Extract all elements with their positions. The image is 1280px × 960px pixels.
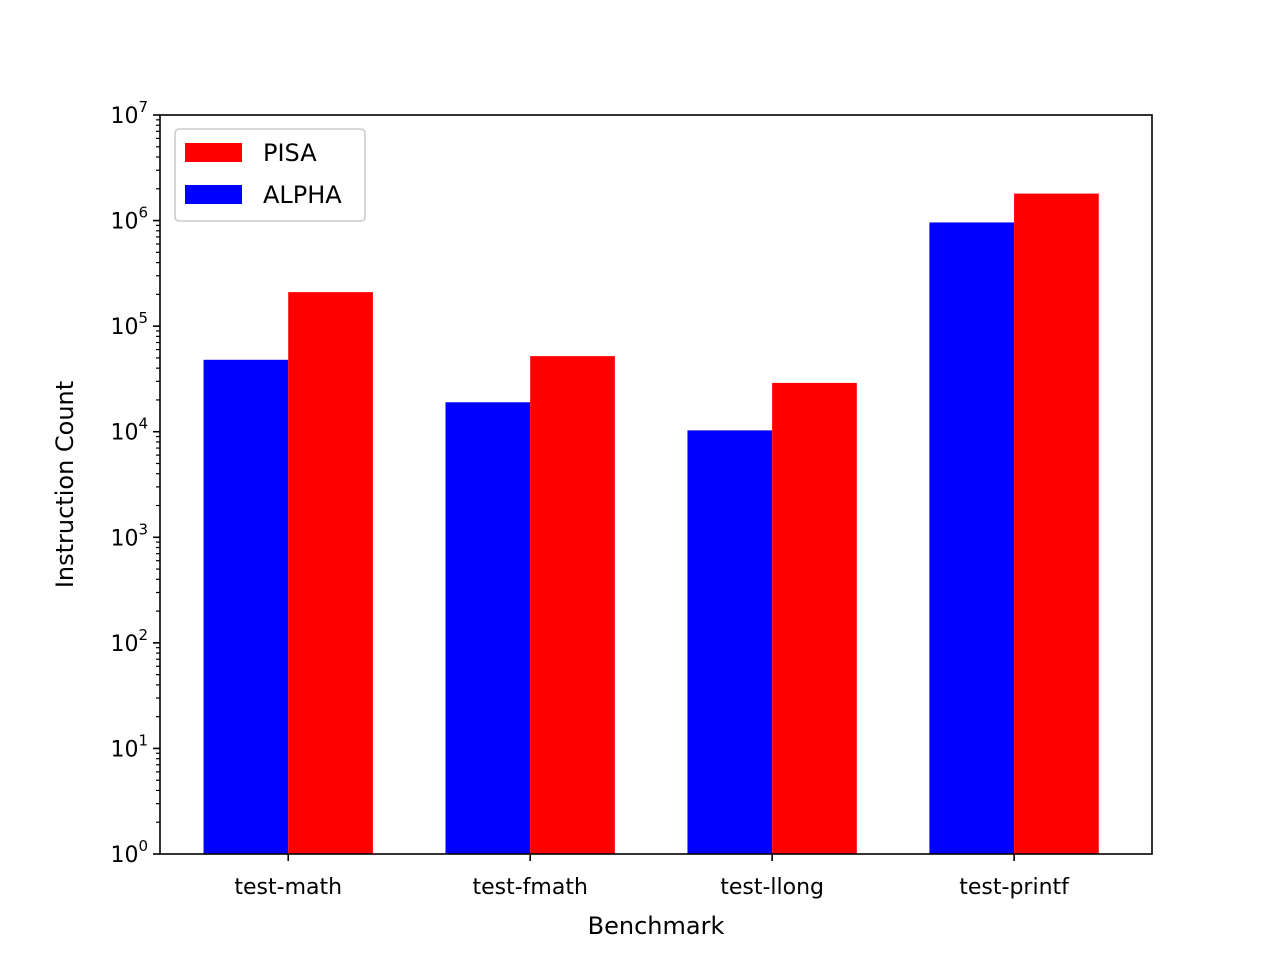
y-tick-label: 104 <box>110 415 148 446</box>
bar-alpha-test-llong <box>687 430 773 854</box>
bar-alpha-test-fmath <box>445 402 531 854</box>
y-tick-label: 102 <box>110 626 148 657</box>
legend-label-pisa: PISA <box>263 139 317 167</box>
y-axis: 100 101 102 103 104 105 106 107 <box>110 98 160 868</box>
x-tick-label-test-llong: test-llong <box>720 875 824 900</box>
bar-alpha-test-math <box>203 359 289 854</box>
x-tick-label-test-math: test-math <box>234 875 342 900</box>
plot-frame <box>159 114 1153 855</box>
bars-layer <box>203 193 1099 854</box>
x-axis-title: Benchmark <box>588 912 725 940</box>
y-axis-title: Instruction Count <box>51 381 79 588</box>
y-tick-label: 100 <box>110 837 148 868</box>
y-tick-label: 107 <box>110 98 148 129</box>
y-tick-label: 106 <box>110 204 148 235</box>
y-tick-label: 103 <box>110 520 148 551</box>
legend-swatch-alpha <box>185 185 242 204</box>
x-axis: test-math test-fmath test-llong test-printf <box>234 854 1070 900</box>
legend: PISA ALPHA <box>174 128 366 222</box>
y-tick-label: 101 <box>110 731 148 762</box>
legend-label-alpha: ALPHA <box>263 181 342 209</box>
bar-pisa-test-math <box>288 292 373 854</box>
bar-pisa-test-fmath <box>530 356 615 854</box>
bar-pisa-test-printf <box>1014 193 1099 854</box>
legend-swatch-pisa <box>185 143 242 162</box>
bar-pisa-test-llong <box>772 382 857 854</box>
y-tick-label: 105 <box>110 309 148 340</box>
x-tick-label-test-fmath: test-fmath <box>472 875 587 900</box>
x-tick-label-test-printf: test-printf <box>959 875 1070 900</box>
bar-alpha-test-printf <box>929 222 1015 854</box>
